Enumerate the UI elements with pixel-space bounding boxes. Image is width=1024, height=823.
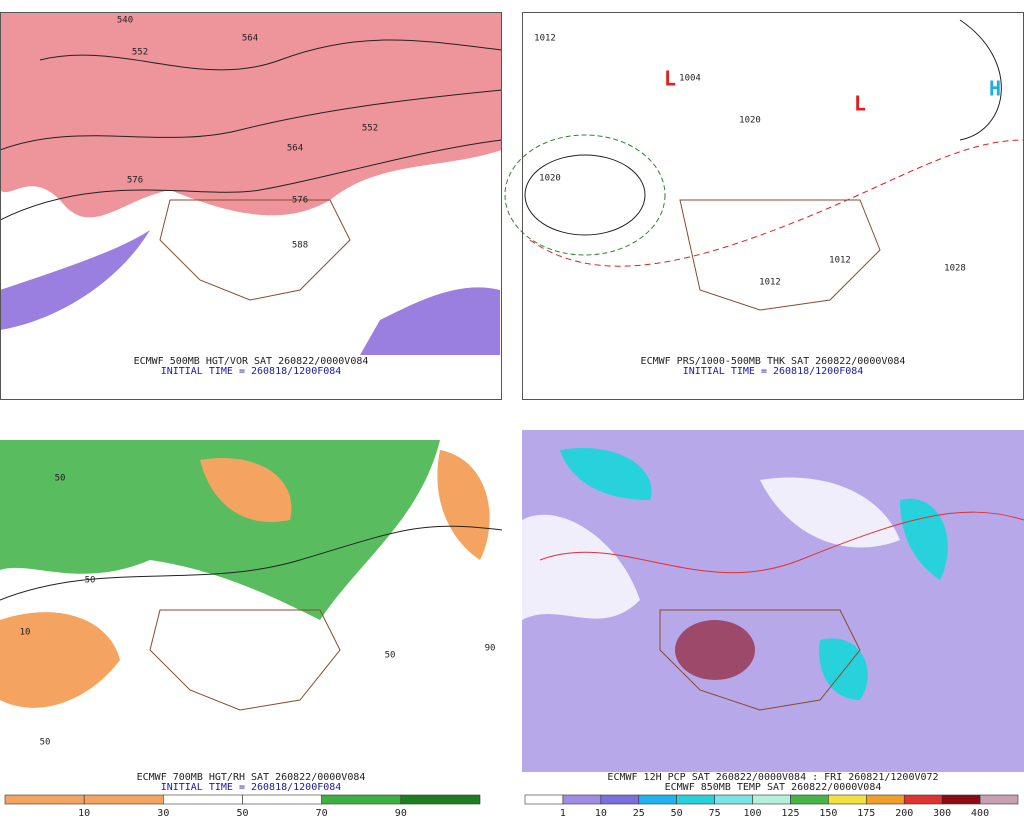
contour-label: 50: [385, 651, 396, 661]
contour: [0, 139, 503, 221]
dry-field: [0, 450, 490, 708]
contour-label: 1020: [539, 174, 561, 184]
panel-frame: [0, 12, 502, 400]
coastline: [149, 609, 341, 711]
map-area: [522, 12, 1024, 355]
contour-label: 50: [85, 576, 96, 586]
moist-field: [0, 440, 440, 620]
contour-label: 90: [485, 644, 496, 654]
colorbar-label: 300: [933, 808, 951, 819]
isotherm: [539, 511, 1024, 574]
contour-label: 1028: [944, 264, 966, 274]
colorbar-swatch: [903, 794, 943, 805]
colorbar-label: 175: [857, 808, 875, 819]
isobar: [524, 154, 646, 236]
contour-label: 1012: [829, 256, 851, 266]
colorbar-label: 70: [316, 808, 328, 819]
colorbar-label: 90: [395, 808, 407, 819]
colorbar-swatch: [242, 794, 322, 805]
negative-vorticity: [0, 230, 500, 355]
colorbar-label: 200: [895, 808, 913, 819]
colorbar-swatch: [562, 794, 602, 805]
contour-label: 552: [132, 48, 148, 58]
contour-label: 1012: [534, 34, 556, 44]
panel-subtitle: INITIAL TIME = 260818/1200F084: [161, 366, 342, 377]
colorbar-swatch: [400, 794, 481, 805]
panel-title: ECMWF 12H PCP SAT 260822/0000V084 : FRI …: [607, 772, 938, 783]
coastline: [159, 199, 351, 301]
colorbar-swatch: [524, 794, 564, 805]
colorbar-swatch: [321, 794, 402, 805]
colorbar-swatch: [676, 794, 715, 805]
contour: [39, 39, 503, 71]
colorbar-swatch: [828, 794, 867, 805]
contour-label: 576: [292, 196, 308, 206]
colorbar-label: 1: [560, 808, 566, 819]
panel-title: ECMWF PRS/1000-500MB THK SAT 260822/0000…: [641, 356, 906, 367]
panel-subtitle: INITIAL TIME = 260818/1200F084: [161, 782, 342, 793]
colorbar-swatch: [163, 794, 243, 805]
contour-label: 1004: [679, 74, 701, 84]
colorbar-label: 150: [819, 808, 837, 819]
colorbar-label: 25: [633, 808, 645, 819]
thickness-540: [529, 139, 1024, 267]
contour-label: 588: [292, 241, 308, 251]
colorbar: 10 30 50 70 90: [4, 794, 481, 819]
coastline: [679, 199, 881, 311]
colorbar-swatch: [638, 794, 677, 805]
colorbar-label: 400: [971, 808, 989, 819]
panel-vorticity: ECMWF 500MB HGT/VOR SAT 260822/0000V084 …: [0, 12, 503, 400]
colorbar-swatch: [714, 794, 753, 805]
dry-area: [522, 477, 900, 620]
contour-label: 10: [20, 628, 31, 638]
panel-precip: ECMWF 12H PCP SAT 260822/0000V084 : FRI …: [522, 430, 1024, 819]
colorbar-swatch: [4, 794, 85, 805]
colorbar-swatch: [941, 794, 981, 805]
colorbar-label: 10: [78, 808, 90, 819]
panel-pressure: ECMWF PRS/1000-500MB THK SAT 260822/0000…: [504, 12, 1024, 400]
precip-area: [560, 448, 948, 700]
contour-label: 552: [362, 124, 378, 134]
contour: [0, 89, 503, 151]
contour-label: L: [854, 92, 866, 116]
contour-label: 50: [55, 474, 66, 484]
colorbar-label: 10: [595, 808, 607, 819]
panel-subtitle: INITIAL TIME = 260818/1200F084: [683, 366, 864, 377]
vorticity-field: [0, 12, 502, 218]
colorbar-label: 50: [671, 808, 683, 819]
contour-label: 564: [287, 144, 303, 154]
colorbar-swatch: [790, 794, 829, 805]
colorbar-label: 30: [157, 808, 169, 819]
colorbar: 1 10 25 50 75 100 125 150 175 200 300 400: [524, 794, 1019, 819]
contour-label: 1020: [739, 116, 761, 126]
colorbar-swatch: [979, 794, 1019, 805]
colorbar-swatch: [600, 794, 640, 805]
colorbar-swatch: [752, 794, 791, 805]
colorbar-label: 125: [781, 808, 799, 819]
contour-label: 576: [127, 176, 143, 186]
colorbar-swatch: [83, 794, 164, 805]
contour-label: L: [664, 67, 676, 91]
thickness: [504, 134, 666, 256]
coastline: [659, 609, 861, 711]
terrain-temp: [675, 620, 755, 680]
colorbar-label: 50: [236, 808, 248, 819]
colorbar-label: 75: [709, 808, 721, 819]
contour-label: H: [989, 77, 1001, 101]
panel-subtitle: ECMWF 850MB TEMP SAT 260822/0000V084: [665, 782, 882, 793]
contour-label: 1012: [759, 278, 781, 288]
panel-title: ECMWF 500MB HGT/VOR SAT 260822/0000V084: [134, 356, 369, 367]
contour-label: 50: [40, 738, 51, 748]
colorbar-label: 100: [744, 808, 762, 819]
contour: [0, 525, 503, 601]
contour-label: 540: [117, 16, 133, 26]
contour-label: 564: [242, 34, 258, 44]
isobar: [959, 19, 1002, 141]
panel-rh: ECMWF 700MB HGT/RH SAT 260822/0000V084 I…: [0, 430, 503, 819]
colorbar-swatch: [866, 794, 905, 805]
panel-title: ECMWF 700MB HGT/RH SAT 260822/0000V084: [137, 772, 366, 783]
